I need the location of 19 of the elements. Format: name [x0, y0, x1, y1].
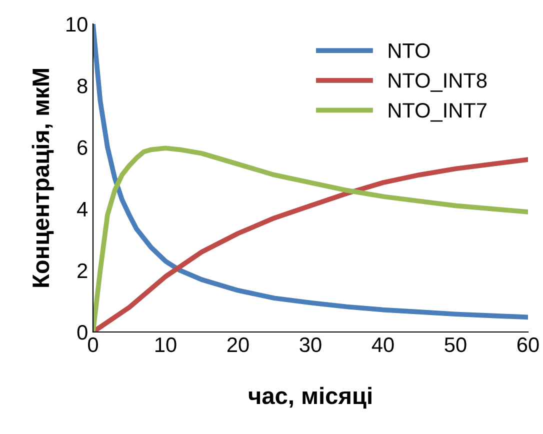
y-tick-label: 6	[78, 140, 88, 155]
y-tick-label: 10	[66, 17, 88, 32]
x-tick-label: 60	[517, 337, 539, 352]
y-tick-label: 0	[77, 325, 88, 340]
x-tick-label: 10	[156, 337, 176, 352]
line-series	[93, 24, 528, 320]
x-tick-label: 0	[88, 337, 98, 352]
x-tick-label: 30	[300, 337, 322, 352]
y-axis-title: Концентрація, мкМ	[32, 69, 54, 287]
legend-label: NTO_INT7	[388, 102, 486, 122]
y-tick-label: 2	[78, 263, 88, 278]
x-tick-label: 20	[227, 337, 249, 352]
y-tick-label: 4	[77, 202, 88, 216]
x-axis-title: час, місяці	[248, 386, 372, 409]
legend-label: NTO_INT8	[388, 73, 487, 92]
x-tick-label: 50	[444, 337, 466, 352]
y-tick-label: 8	[77, 78, 88, 94]
legend-label: NTO	[388, 43, 430, 58]
x-tick-label: 40	[372, 337, 394, 352]
